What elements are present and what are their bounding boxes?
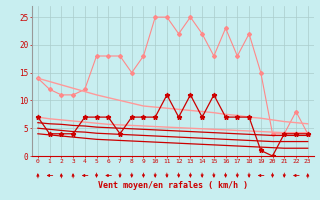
X-axis label: Vent moyen/en rafales ( km/h ): Vent moyen/en rafales ( km/h ): [98, 181, 248, 190]
